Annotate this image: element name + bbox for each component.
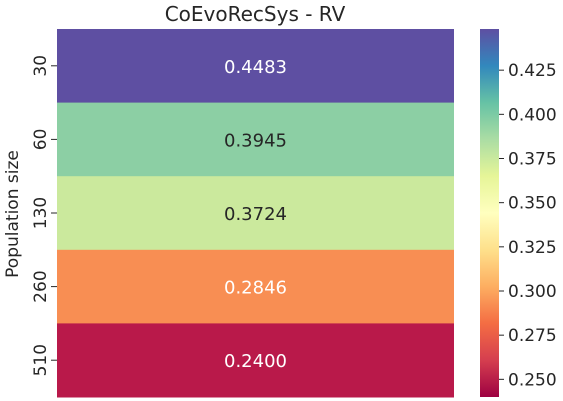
cell-value-label: 0.2846 [224,278,287,299]
row-tick-label: 260 [31,270,51,302]
colorbar [480,29,499,397]
heatmap-cell [57,249,454,324]
heatmap-cell [57,176,454,251]
colorbar-tick-label: 0.275 [508,326,557,346]
cell-value-label: 0.3724 [224,204,287,225]
cell-value-label: 0.3945 [224,130,287,151]
cell-value-label: 0.4483 [224,57,287,78]
colorbar-ticks: 0.250 0.275 0.300 0.325 0.350 0.375 0.400 0.425 [499,61,557,390]
cell-value-label: 0.2400 [224,351,287,372]
colorbar-tick-label: 0.425 [508,61,557,81]
heatmap-cell [57,29,454,104]
heatmap-cell [57,323,454,398]
chart-title: CoEvoRecSys - RV [165,2,346,26]
heatmap-cell [57,102,454,177]
row-tick-label: 60 [31,129,51,151]
colorbar-tick-label: 0.250 [508,370,557,390]
row-tick-label: 510 [31,344,51,376]
heatmap-cells: 0.4483 0.3945 0.3724 0.2846 0.2400 [57,29,454,398]
colorbar-tick-label: 0.400 [508,105,557,125]
y-axis-label: Population size [3,150,23,278]
row-ticks: 30 60 130 260 510 [31,55,57,376]
colorbar-tick-label: 0.300 [508,282,557,302]
colorbar-tick-label: 0.325 [508,238,557,258]
colorbar-tick-label: 0.350 [508,194,557,214]
row-tick-label: 130 [31,197,51,229]
colorbar-tick-label: 0.375 [508,149,557,169]
row-tick-label: 30 [31,55,51,77]
